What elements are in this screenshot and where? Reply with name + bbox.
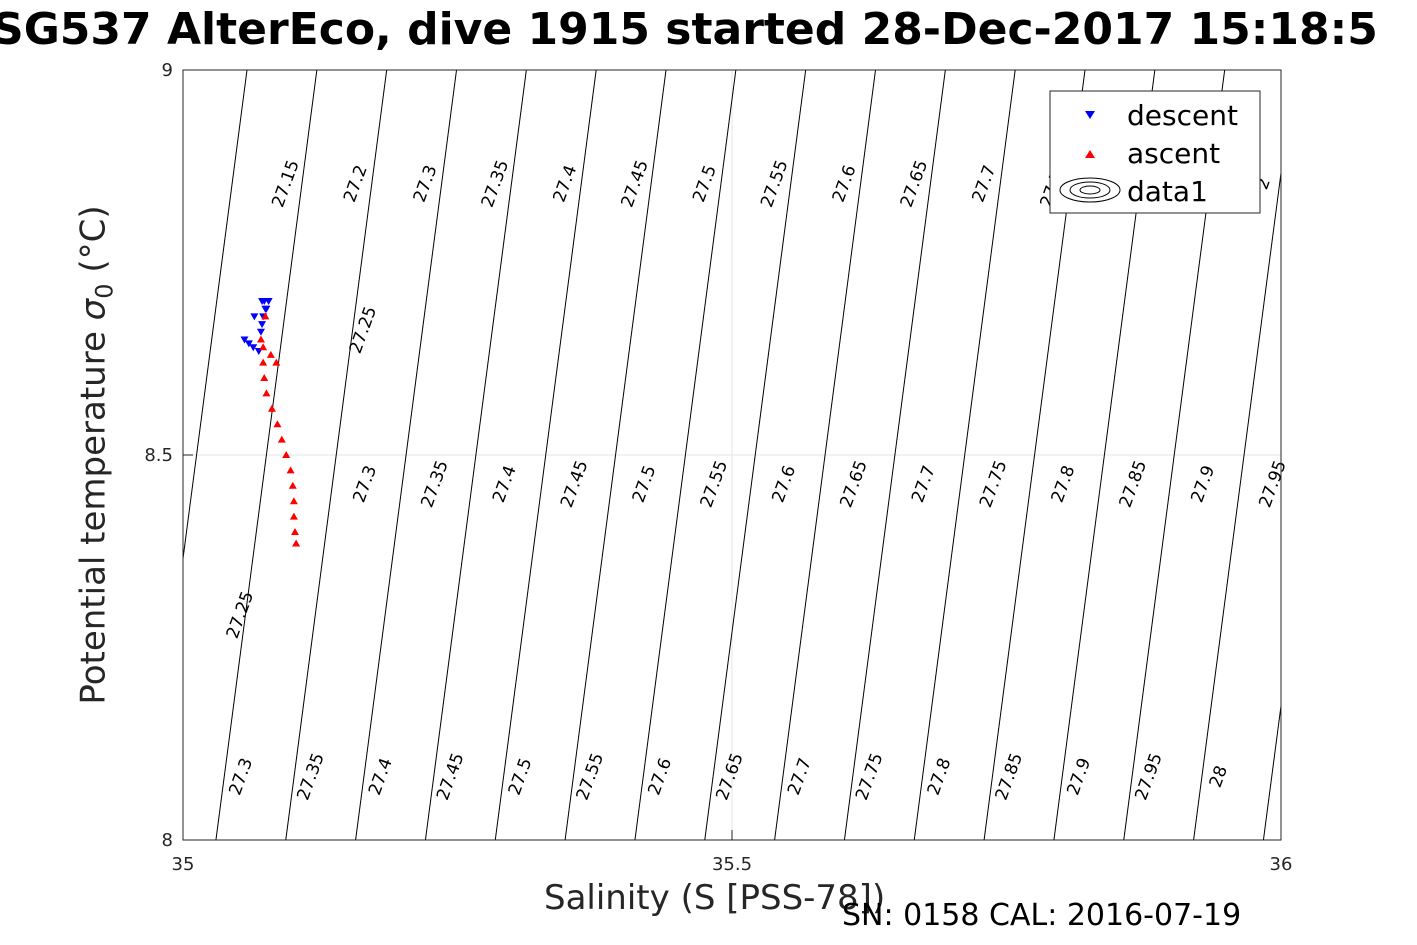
descent-marker <box>264 298 273 305</box>
isopycnal-line <box>913 70 1016 840</box>
ascent-marker <box>289 497 298 505</box>
isopycnal-line <box>355 70 458 840</box>
descent-marker <box>249 344 258 352</box>
isopycnal-line <box>1262 702 1281 840</box>
isopycnal-line <box>1333 70 1417 840</box>
y-axis-unit: (°C) <box>73 205 114 284</box>
y-axis-label-text: Potential temperature <box>73 320 114 705</box>
ascent-legend-marker <box>1085 150 1095 158</box>
ascent-marker <box>288 481 297 489</box>
x-tick-label: 36 <box>1270 854 1293 875</box>
ascent-marker <box>260 374 269 381</box>
isopycnal-line <box>0 70 38 840</box>
isopycnal-line <box>285 70 388 840</box>
isopycnal-line <box>774 70 877 840</box>
legend-item-data1: data1 <box>1127 175 1208 208</box>
ascent-marker <box>259 343 268 351</box>
y-axis-subscript: 0 <box>90 283 119 299</box>
descent-marker <box>250 313 259 321</box>
contour-legend-icon <box>1059 177 1121 203</box>
isopycnal-line <box>843 70 946 840</box>
ascent-marker <box>272 358 281 366</box>
serial-calibration-footer: SN: 0158 CAL: 2016-07-19 <box>842 898 1242 933</box>
data-points <box>240 298 301 547</box>
ascent-marker <box>267 404 276 412</box>
x-axis-label: Salinity (S [PSS-78]) <box>544 878 886 918</box>
descent-marker <box>258 321 267 329</box>
ascent-marker <box>266 350 275 358</box>
isopycnal-line <box>1403 70 1417 840</box>
ascent-marker <box>259 358 268 366</box>
isopycnal-line <box>1193 169 1281 840</box>
ascent-marker <box>292 539 301 547</box>
descent-marker <box>258 298 267 305</box>
ascent-marker <box>289 512 298 520</box>
y-tick-label: 8.5 <box>144 445 173 466</box>
isopycnal-line <box>704 70 807 840</box>
isopycnal-line <box>215 70 318 840</box>
legend: descent ascent data1 <box>1049 90 1261 214</box>
ascent-marker <box>282 451 291 458</box>
descent-legend-marker <box>1085 111 1095 119</box>
x-tick-label: 35 <box>172 854 195 875</box>
ascent-marker <box>261 312 270 320</box>
isopycnal-line <box>564 70 667 840</box>
legend-item-descent: descent <box>1127 99 1238 132</box>
y-tick-label: 9 <box>162 60 173 81</box>
ascent-marker <box>290 528 299 535</box>
chart-title: SG537 AlterEco, dive 1915 started 28-Dec… <box>0 4 1378 55</box>
ascent-marker <box>286 466 295 474</box>
ascent-marker <box>273 420 282 428</box>
isopycnal-line <box>634 70 737 840</box>
descent-marker <box>240 336 249 344</box>
ascent-marker <box>256 335 265 343</box>
x-tick-label: 35.5 <box>712 854 752 875</box>
ascent-marker <box>277 435 286 443</box>
legend-box <box>1049 90 1261 214</box>
isopycnal-line <box>424 70 527 840</box>
legend-item-ascent: ascent <box>1127 137 1220 170</box>
y-axis-label: Potential temperature σ0 (°C) <box>74 205 119 704</box>
descent-marker <box>261 305 270 313</box>
descent-marker <box>256 328 265 336</box>
isopycnal-line <box>183 70 248 563</box>
descent-marker <box>244 340 253 348</box>
isopycnal-line <box>494 70 597 840</box>
ascent-marker <box>262 389 271 397</box>
y-axis-sigma: σ <box>73 298 114 321</box>
y-tick-label: 8 <box>162 830 173 851</box>
axis-ticks: 35 35.5 36 8 8.5 9 <box>144 60 1292 875</box>
